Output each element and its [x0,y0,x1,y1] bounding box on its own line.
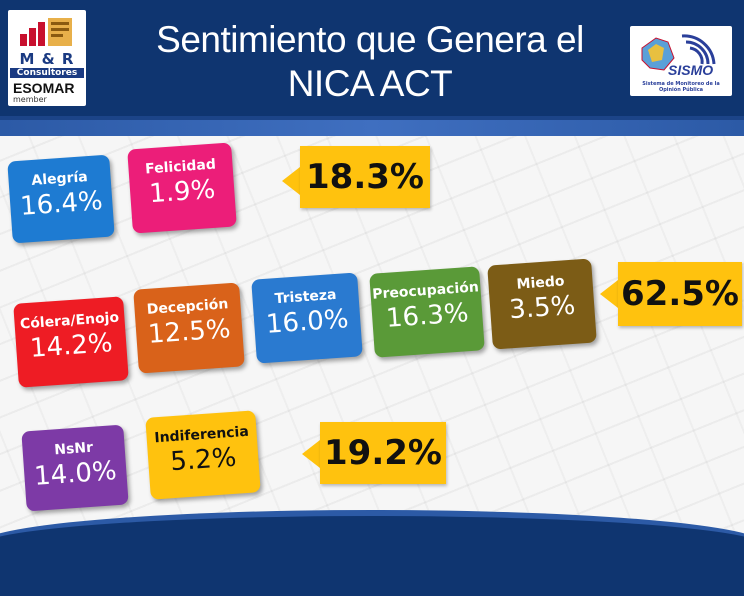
emotion-box-felicidad: Felicidad 1.9% [127,142,237,234]
emotion-value: 14.0% [33,456,118,492]
logo-consultores: Consultores [10,68,84,78]
emotion-box-miedo: Miedo 3.5% [487,258,597,350]
emotion-box-decepcion: Decepción 12.5% [133,282,245,374]
logo-brand: M & R [19,50,75,68]
emotion-value: 12.5% [147,314,232,350]
emotion-box-preocupacion: Preocupación 16.3% [369,266,485,358]
logo-member: member [13,95,47,104]
emotion-box-tristeza: Tristeza 16.0% [251,272,363,364]
emotion-box-colera: Cólera/Enojo 14.2% [13,296,129,388]
sismo-brand: SISMO [668,62,714,78]
group-total: 62.5% [618,262,742,326]
mr-consultores-logo: M & R Consultores ESOMAR member [8,10,86,106]
emotion-value: 16.3% [385,298,470,334]
header-band [0,0,744,120]
logo-esomar: ESOMAR [13,80,75,96]
title-line-1: Sentimiento que Genera el [156,19,584,60]
sismo-logo: SISMO Sistema de Monitoreo de la Opinión… [630,26,732,96]
emotion-value: 14.2% [29,328,114,364]
header-stripe-dark [0,116,744,120]
page-title: Sentimiento que Genera el NICA ACT [120,18,620,106]
group-total: 19.2% [320,422,446,484]
title-line-2: NICA ACT [287,63,453,104]
emotion-box-nsnr: NsNr 14.0% [21,424,129,512]
emotion-value: 16.0% [265,304,350,340]
emotion-value: 3.5% [508,290,577,326]
total-arrow-icon [600,280,618,308]
sismo-subtitle: Sistema de Monitoreo de la Opinión Públi… [642,81,720,93]
total-arrow-icon [302,440,320,468]
footer-wave [0,516,744,596]
emotion-box-alegria: Alegría 16.4% [7,154,115,244]
map-signal-logo-icon [641,34,716,71]
emotion-box-indiferencia: Indiferencia 5.2% [145,410,261,500]
bar-chart-logo-icon [20,18,72,46]
emotion-value: 1.9% [148,174,217,210]
total-arrow-icon [282,167,300,195]
emotion-value: 16.4% [19,186,104,222]
group-total: 18.3% [300,146,430,208]
header-stripe [0,120,744,136]
